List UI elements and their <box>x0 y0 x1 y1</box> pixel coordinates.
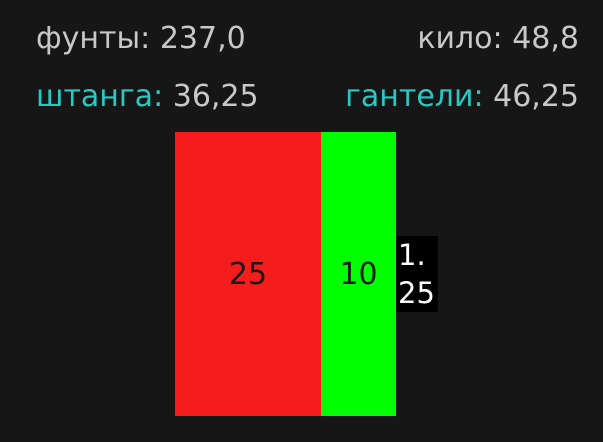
pounds-readout: фунты: 237,0 <box>36 21 246 57</box>
plate-1-25[interactable]: 1. 25 <box>396 236 438 312</box>
pounds-label: фунты: <box>36 21 151 56</box>
plate-1-25-label-line2: 25 <box>398 276 435 310</box>
dumbbell-weight-value: 46,25 <box>493 79 579 114</box>
plate-10[interactable]: 10 <box>321 132 396 416</box>
bar-weight-value: 36,25 <box>172 79 259 114</box>
dumbbell-weight-readout[interactable]: гантели: 46,25 <box>345 79 579 115</box>
bar-weight-readout[interactable]: штанга: 36,25 <box>36 79 259 115</box>
plate-1-25-label-line1: 1. <box>398 238 426 272</box>
kilos-label: кило: <box>417 21 503 56</box>
kilos-value: 48,8 <box>512 21 579 56</box>
plate-25[interactable]: 25 <box>175 132 321 416</box>
plate-10-label: 10 <box>339 256 378 292</box>
pounds-value: 237,0 <box>159 21 246 56</box>
plate-25-label: 25 <box>228 256 268 292</box>
bar-weight-label[interactable]: штанга: <box>36 79 164 114</box>
kilos-readout: кило: 48,8 <box>417 21 579 57</box>
dumbbell-weight-label[interactable]: гантели: <box>345 79 484 114</box>
